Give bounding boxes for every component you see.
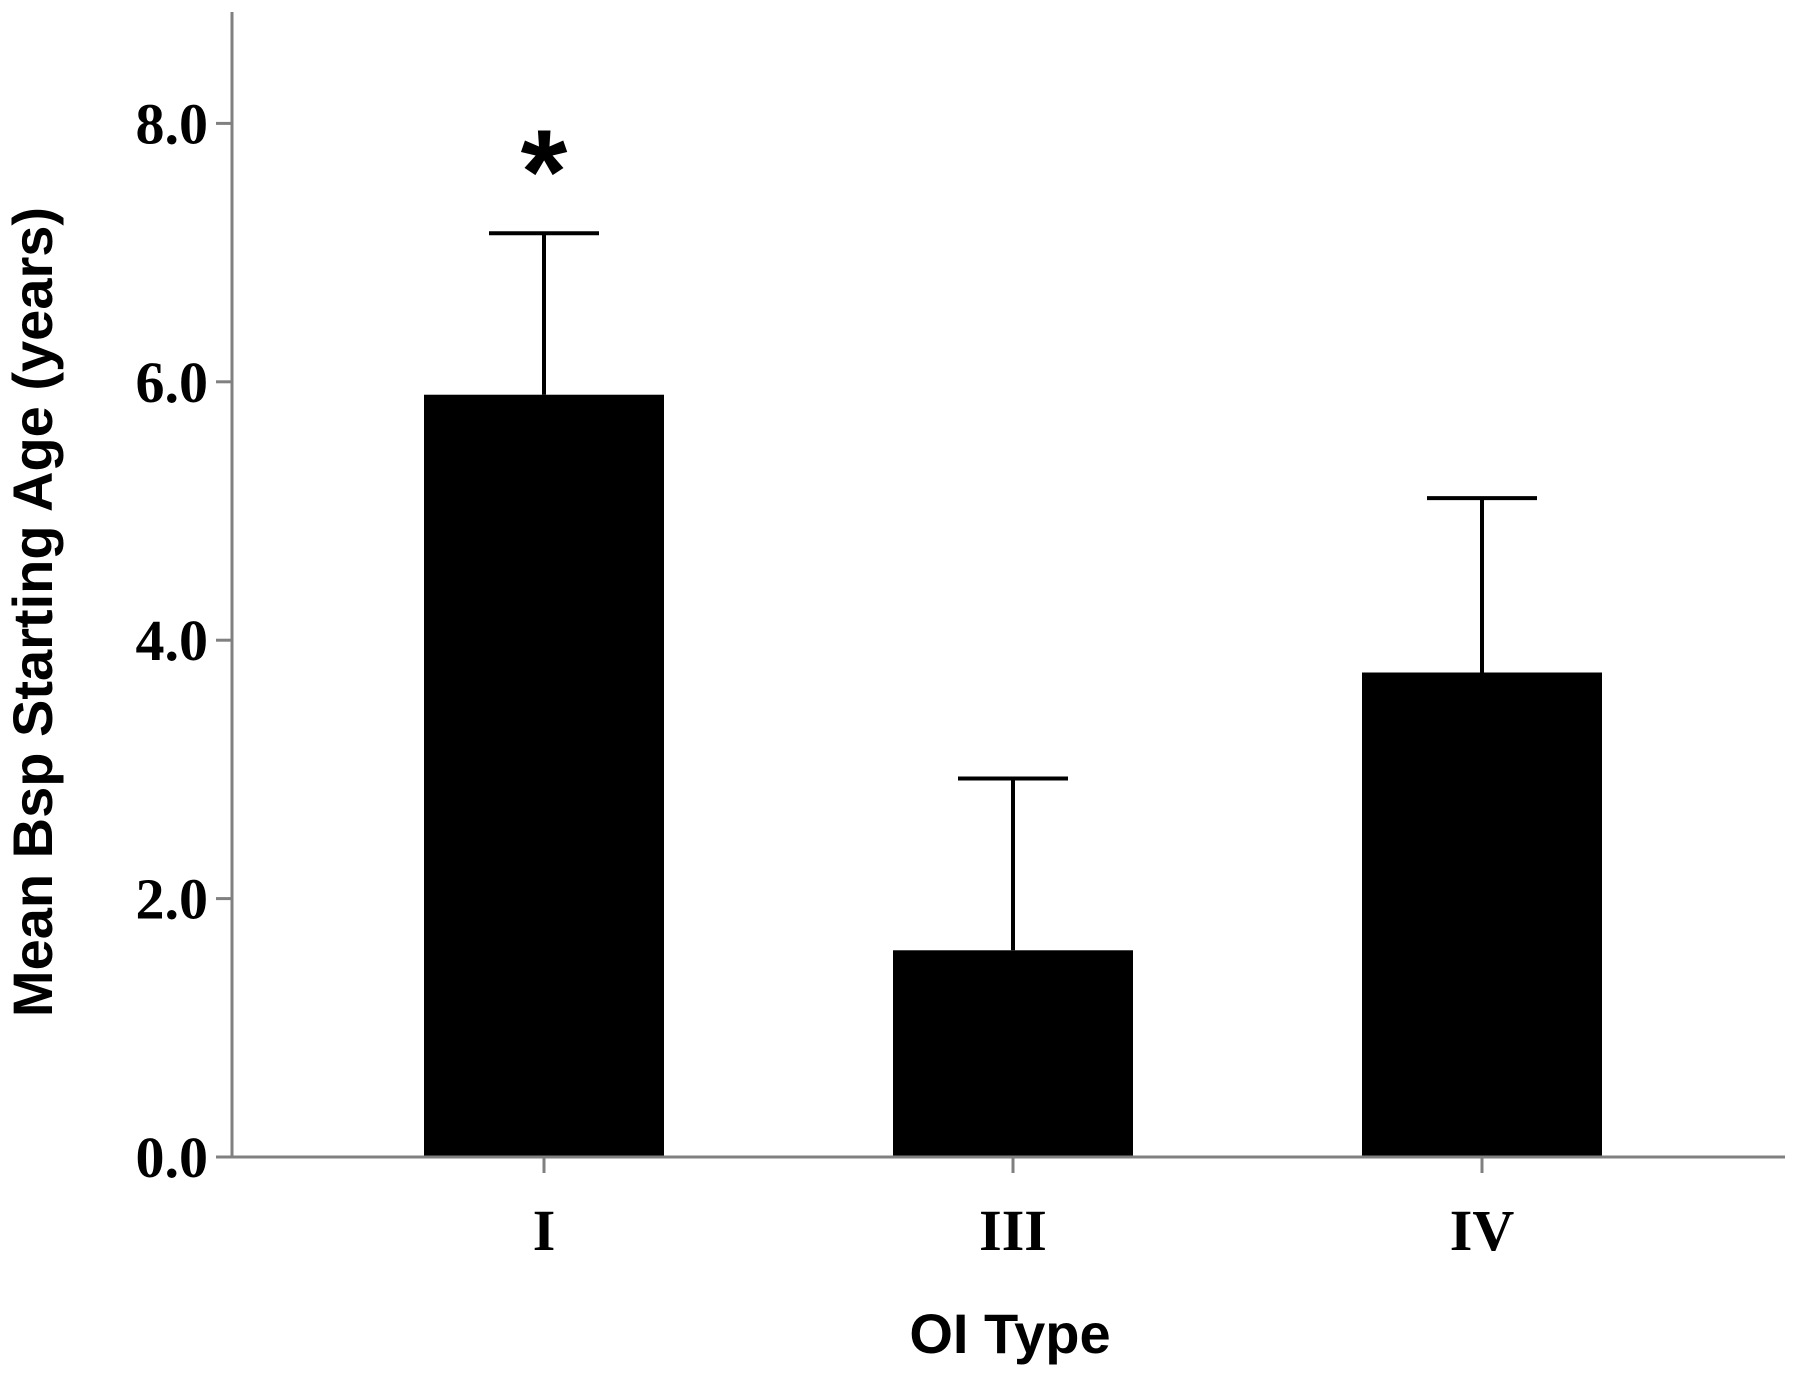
x-tick-label-IV: IV: [1450, 1198, 1515, 1263]
y-axis-title: Mean Bsp Starting Age (years): [1, 207, 64, 1017]
y-tick-label-4: 8.0: [136, 91, 209, 156]
x-tick-label-I: I: [533, 1198, 556, 1263]
y-tick-label-2: 4.0: [136, 608, 209, 673]
y-tick-label-1: 2.0: [136, 867, 209, 932]
x-ticks-group: I III IV: [533, 1157, 1515, 1263]
y-ticks-group: 0.0 2.0 4.0 6.0 8.0: [136, 91, 232, 1190]
y-tick-label-3: 6.0: [136, 350, 209, 415]
bar-IV: [1362, 672, 1602, 1157]
bar-I: [424, 394, 664, 1158]
y-tick-label-0: 0.0: [136, 1125, 209, 1190]
x-tick-label-III: III: [979, 1198, 1047, 1263]
significance-asterisk: *: [521, 105, 568, 239]
annotations-group: *: [521, 105, 568, 239]
error-bars-group: [489, 231, 1537, 951]
x-axis-title: OI Type: [909, 1302, 1110, 1365]
bars-group: [424, 394, 1602, 1158]
bar-III: [893, 950, 1133, 1157]
